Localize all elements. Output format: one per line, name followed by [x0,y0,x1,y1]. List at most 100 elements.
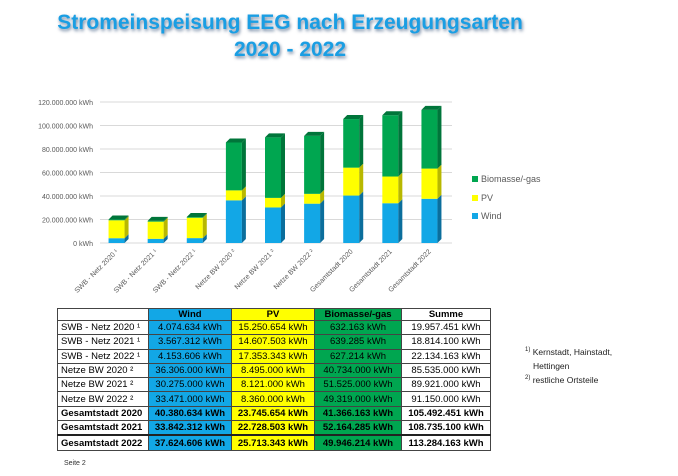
chart-legend: Biomasse/-gas PV Wind [472,170,541,226]
bar-side [202,212,207,218]
table-row: Netze BW 2022 ² 33.471.000 kWh 8.360.000 k… [57,391,491,407]
bar-side [359,115,364,168]
cell-pv: 8.360.000 kWh [231,391,315,407]
cell-summe: 85.535.000 kWh [401,362,491,379]
bar-top [382,111,403,116]
cell-summe: 108.735.100 kWh [401,420,491,436]
legend-swatch-icon [472,213,478,220]
y-tick-label: 80.000.000 kWh [42,147,93,154]
row-label: Gesamtstadt 2021 [57,420,149,436]
row-label: Netze BW 2020 ² [57,362,149,379]
x-tick-label: Gesamtstadt 2022 [387,248,432,293]
header-wind: Wind [148,308,232,321]
cell-bio: 51.525.000 kWh [314,377,402,393]
page-subtitle: 2020 - 2022 [233,38,347,61]
table-row: SWB - Netz 2020 ¹ 4.074.634 kWh 15.250.654… [57,319,491,336]
bar-top [265,133,285,138]
bar-side [241,138,246,191]
bar-side [437,194,442,243]
cell-wind: 4.074.634 kWh [148,319,232,336]
bar-biomassegas [343,119,360,168]
header-summe: Summe [401,308,491,321]
bar-top [304,131,325,136]
bar-biomassegas [304,135,321,194]
bar-side [241,186,246,201]
cell-pv: 25.713.343 kWh [231,434,315,451]
y-tick-label: 60.000.000 kWh [42,171,93,178]
x-tick-label: Gesamtstadt 2020 [309,248,354,293]
cell-pv: 8.495.000 kWh [231,362,315,379]
bar-pv [147,221,164,239]
bar-side [202,234,207,243]
bar-top [186,212,207,217]
cell-wind: 40.380.634 kWh [148,405,232,422]
cell-bio: 632.163 kWh [314,319,402,336]
bar-wind [382,203,399,243]
bar-biomassegas [108,219,125,221]
bar-side [281,133,285,198]
table-row: Netze BW 2021 ² 30.275.000 kWh 8.121.000 k… [57,377,491,393]
row-label: Netze BW 2022 ² [57,391,149,407]
bar-side [163,216,168,222]
x-tick-label: SWB - Netz 2020 ¹ [74,248,121,295]
bar-side [124,216,129,239]
bar-top [421,105,442,110]
bar-top [225,138,246,143]
footnote-mark: 1) [525,347,531,354]
bar-biomassegas [147,220,164,222]
bar-wind [225,200,242,243]
table-row: SWB - Netz 2021 ¹ 3.567.312 kWh 14.607.503… [57,334,491,350]
legend-swatch-icon [472,194,478,201]
row-label: SWB - Netz 2022 ¹ [57,348,149,364]
cell-wind: 3.567.312 kWh [148,334,232,350]
cell-pv: 8.121.000 kWh [231,377,315,393]
bar-side [202,213,207,239]
y-tick-label: 120.000.000 kWh [38,100,93,107]
page-title: Stromeinspeisung EEG nach Erzeugungsarte… [57,11,523,34]
cell-summe: 22.134.163 kWh [401,348,491,364]
x-tick-label: Netze BW 2021 ² [234,248,277,291]
cell-pv: 22.728.503 kWh [231,420,315,436]
bar-side [398,172,403,204]
bar-side [124,215,129,221]
cell-pv: 17.353.343 kWh [231,348,315,364]
bar-pv [186,217,203,239]
bar-pv [382,176,399,204]
bar-biomassegas [421,109,438,169]
x-tick-label: Gesamtstadt 2021 [348,248,393,293]
cell-summe: 113.284.163 kWh [401,434,491,451]
bar-top [147,216,168,221]
bar-side [437,105,442,169]
row-label: SWB - Netz 2021 ¹ [57,334,149,350]
bar-biomassegas [382,115,399,177]
cell-bio: 49.319.000 kWh [314,391,402,407]
cell-wind: 33.842.312 kWh [148,420,232,436]
footnote-2: 2) restliche Ortsteile [525,375,598,385]
cell-bio: 40.734.000 kWh [314,362,402,379]
x-tick-label: Netze BW 2022 ² [273,248,316,291]
bar-side [163,234,168,243]
row-label: Gesamtstadt 2020 [57,405,149,422]
cell-wind: 36.306.000 kWh [148,362,232,379]
cell-summe: 18.814.100 kWh [401,334,491,350]
bar-pv [421,168,438,199]
footnote-mark: 2) [525,375,531,382]
bar-pv [108,220,125,239]
legend-label: Wind [481,211,502,222]
bar-biomassegas [225,142,242,191]
bar-wind [147,238,164,243]
bar-side [281,203,285,243]
table-row: Gesamtstadt 2020 40.380.634 kWh 23.745.654… [57,405,491,422]
cell-bio: 639.285 kWh [314,334,402,350]
bar-wind [304,203,321,243]
x-tick-label: SWB - Netz 2021 ¹ [113,248,160,295]
cell-pv: 23.745.654 kWh [231,405,315,422]
footnote-text: restliche Ortsteile [532,375,599,385]
legend-item-biomasse: Biomasse/-gas [472,170,541,189]
bar-wind [108,238,125,243]
y-tick-label: 40.000.000 kWh [42,194,93,201]
bar-top [343,115,364,120]
footnote-1-cont: Hettingen [533,361,570,371]
y-tick-label: 0 kWh [73,241,93,248]
cell-wind: 4.153.606 kWh [148,348,232,364]
